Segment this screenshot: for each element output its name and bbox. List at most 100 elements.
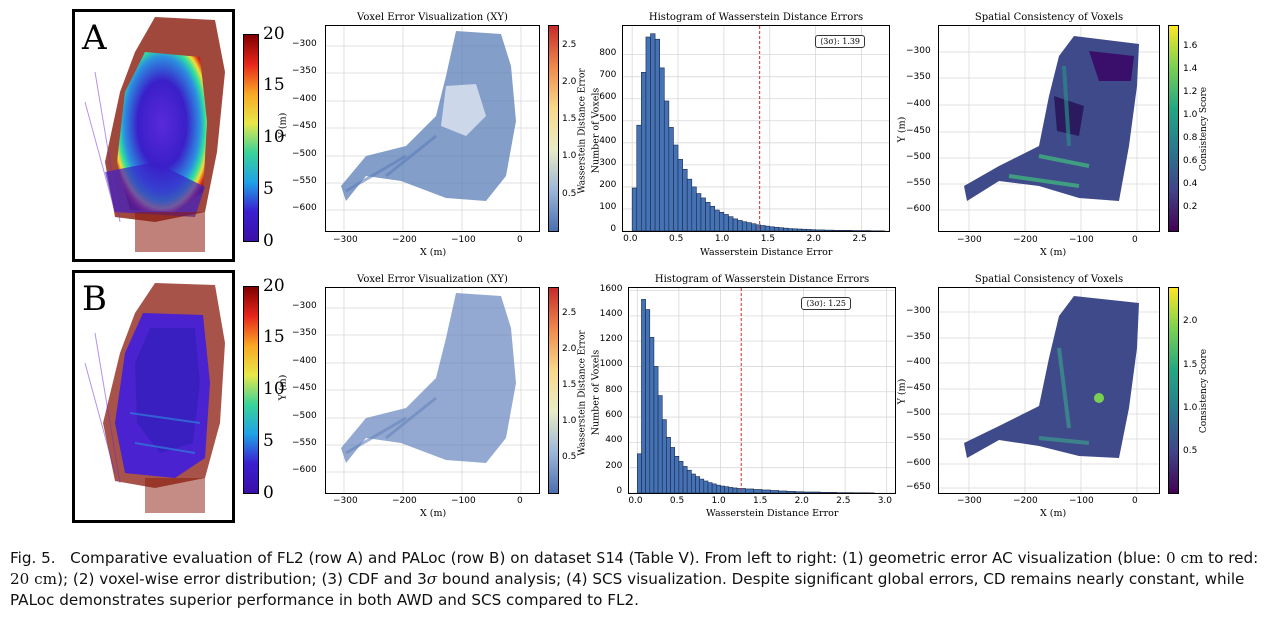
caption-math: σ [426, 570, 438, 588]
histogram-bar [761, 489, 771, 493]
histogram-bar [801, 228, 807, 231]
row-letter-a: A [82, 18, 107, 58]
hist-title-b: Histogram of Wasserstein Distance Errors [654, 274, 870, 285]
histogram-bar [720, 485, 725, 493]
cbar-tick: 2.0 [562, 344, 577, 354]
y-tick: −650 [906, 482, 931, 492]
x-tick: 0.5 [669, 234, 684, 244]
caption-text: Comparative evaluation of FL2 (row A) an… [70, 549, 597, 567]
ac-cbar-tick: 20 [263, 276, 285, 296]
x-tick: −300 [333, 496, 358, 506]
histogram-bar [678, 461, 684, 493]
y-tick: 200 [599, 179, 617, 190]
cbar-tick: 1.2 [1183, 87, 1198, 97]
voxel-colorbar-b [548, 287, 559, 494]
x-tick: −300 [957, 496, 982, 506]
cbar-tick: 2.5 [562, 40, 577, 50]
histogram-bar [732, 218, 738, 231]
caption-text: (Table V). From left to right: (1) geome… [623, 549, 1166, 567]
cbar-tick: 0.5 [1183, 446, 1198, 456]
x-tick: 1.5 [760, 234, 776, 244]
histogram-bar [810, 229, 816, 231]
x-tick: −200 [1013, 235, 1038, 245]
y-tick: −500 [292, 411, 317, 421]
y-tick: 700 [599, 69, 617, 80]
cbar-tick: 0.6 [1183, 156, 1198, 166]
ac-visualization-b [72, 270, 235, 523]
x-tick: −100 [451, 496, 476, 506]
voxel-xlabel-b: X (m) [420, 508, 447, 519]
y-tick: −400 [906, 357, 931, 367]
histogram-bar [741, 221, 748, 231]
voxel-cbar-label-a: Wasserstein Distance Error [577, 68, 588, 194]
caption-text: ); (2) voxel-wise error distribution; (3… [57, 570, 427, 588]
histogram-bar [670, 447, 676, 493]
histogram-bar [654, 38, 660, 231]
x-tick: −100 [451, 235, 476, 245]
histogram-bar [631, 187, 638, 231]
y-tick: −300 [292, 301, 317, 311]
histogram-bar [803, 491, 821, 493]
x-tick: −200 [392, 496, 417, 506]
voxel-plot-a [325, 25, 540, 232]
sigma-annotation-a: ⟨3σ⟩: 1.39 [815, 35, 865, 48]
voxel-xlabel-a: X (m) [420, 247, 447, 258]
x-tick: 0 [517, 496, 523, 506]
y-tick: 600 [605, 410, 623, 421]
y-tick: −300 [906, 46, 931, 56]
histogram-bar [657, 395, 663, 493]
y-tick: 400 [599, 135, 617, 146]
y-tick: 100 [599, 201, 617, 212]
histogram-bar [707, 482, 713, 493]
voxel-plot-b [325, 287, 540, 494]
x-tick: −100 [1069, 496, 1094, 506]
voxel-panel-title-b: Voxel Error Visualization (XY) [357, 274, 508, 285]
x-tick: 1.0 [714, 234, 730, 244]
x-tick: 2.0 [806, 234, 821, 244]
cbar-tick: 1.0 [562, 151, 577, 161]
cbar-tick: 2.0 [562, 77, 577, 87]
y-tick: −450 [292, 383, 317, 393]
histogram-bar [663, 100, 670, 231]
caption-math: 20 cm [10, 570, 58, 588]
histogram-bar [682, 466, 688, 493]
y-tick: 0 [616, 486, 623, 496]
histogram-bar [778, 490, 788, 493]
cbar-tick: 0.5 [562, 189, 577, 199]
y-tick: −350 [906, 72, 931, 82]
histogram-bar [753, 489, 763, 493]
scs-xlabel-a: X (m) [1040, 247, 1067, 258]
histogram-bar [728, 487, 734, 493]
x-tick: 0.0 [628, 496, 643, 506]
x-tick: 1.5 [753, 496, 768, 506]
caption-text: bound analysis; (4) SCS visualization. D… [10, 570, 1245, 609]
hist-title-a: Histogram of Wasserstein Distance Errors [648, 12, 864, 23]
y-tick: −500 [906, 408, 931, 418]
ac-visualization-a [72, 9, 235, 262]
histogram-bar [699, 478, 705, 493]
histogram-bar [682, 168, 688, 231]
y-tick: 300 [599, 157, 617, 168]
histogram-bar [705, 202, 711, 231]
cbar-tick: 1.0 [1183, 110, 1198, 120]
scs-colorbar-a [1168, 25, 1179, 232]
x-tick: 0 [517, 235, 523, 245]
cbar-tick: 1.6 [1183, 41, 1198, 51]
histogram-bar [691, 473, 696, 493]
histogram-bar [674, 456, 680, 493]
y-tick: 0 [610, 224, 617, 234]
histogram-bar [794, 491, 804, 493]
y-tick: −400 [292, 356, 317, 366]
y-tick: −350 [292, 66, 317, 76]
scs-title-b: Spatial Consistency of Voxels [974, 274, 1124, 285]
y-tick: −550 [906, 178, 931, 188]
voxel-colorbar-a [548, 25, 559, 232]
histogram-bar [770, 490, 779, 493]
histogram-bar [668, 127, 674, 231]
histogram-bar [649, 337, 655, 493]
histogram-bar [783, 227, 789, 231]
y-tick: −350 [906, 332, 931, 342]
histogram-bar [737, 220, 743, 231]
histogram-bar [650, 33, 656, 231]
caption-math: 0 cm [1165, 549, 1204, 567]
